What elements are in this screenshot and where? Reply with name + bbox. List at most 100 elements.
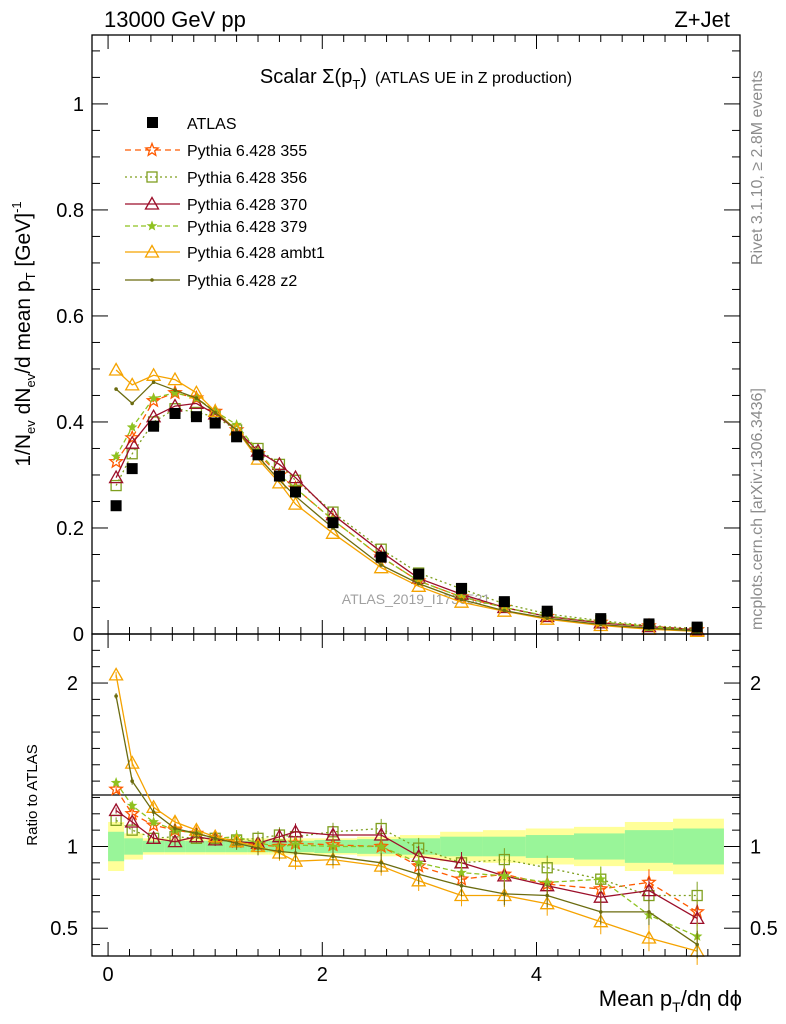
ratio-panel: 0 2 4 0.5 0.5 1 1 2 2 Ratio to ATLAS: [24, 633, 778, 986]
ratio-point: [108, 667, 124, 681]
reference-point: [110, 500, 122, 512]
ratio-band-green-bin: [399, 838, 441, 855]
series-point: [416, 581, 421, 586]
ratio-point: [130, 779, 134, 783]
legend-marker-shape: [144, 244, 160, 258]
ratio-point: [641, 882, 657, 897]
ratio-point: [108, 802, 124, 817]
x-tick-label: 4: [531, 964, 542, 986]
ratio-band-green-bin: [525, 835, 574, 858]
series-point: [271, 456, 288, 471]
series-point: [459, 597, 464, 602]
ratio-point: [110, 777, 122, 788]
mcplots-side-label: mcplots.cern.ch [arXiv:1306.3436]: [749, 388, 766, 630]
y-tick-label: 0: [73, 624, 84, 646]
legend-label-atlas: ATLAS: [187, 116, 237, 133]
ratio-point: [411, 872, 427, 887]
header-left: 13000 GeV pp: [104, 7, 246, 32]
ratio-point: [148, 816, 159, 827]
series-point: [124, 429, 141, 445]
legend-label-370: Pythia 6.428 370: [187, 197, 307, 214]
main-panel: ATLAS_2019_I1736531 0 0.2 0.4 0.6 0.8 1 Scala…: [9, 34, 741, 646]
ratio-point: [256, 846, 260, 850]
legend-marker-370: [144, 196, 160, 210]
ratio-point: [598, 910, 603, 914]
series-point: [234, 428, 239, 432]
ratio-series-layer: [108, 667, 706, 965]
legend-marker-379: [146, 220, 158, 231]
ratio-y-axis-label: Ratio to ATLAS: [24, 744, 41, 845]
ratio-point: [126, 799, 138, 811]
series-point: [124, 435, 140, 449]
series-point: [213, 410, 217, 415]
series-point: [108, 362, 124, 376]
ratio-y-tick-label-left: 0.5: [50, 918, 78, 940]
series-point: [108, 469, 124, 484]
reference-data: [110, 407, 703, 633]
chart-title-end: ): [360, 66, 367, 88]
ratio-point: [545, 893, 550, 898]
ratio-point: [379, 861, 383, 865]
series-point: [124, 377, 140, 391]
ratio-y-tick-label-left: 2: [67, 673, 78, 695]
reference-point: [190, 411, 202, 423]
series-point: [114, 387, 118, 391]
rivet-side-label: Rivet 3.1.10, ≥ 2.8M events: [749, 70, 766, 265]
series-point: [167, 371, 183, 386]
legend-marker-atlas: [147, 117, 158, 128]
legend-label-379: Pythia 6.428 379: [187, 219, 307, 236]
ratio-point: [108, 780, 125, 796]
ratio-point: [593, 913, 609, 928]
y-tick-label: 0.8: [56, 200, 84, 222]
series-point: [545, 616, 550, 620]
reference-point: [327, 517, 339, 529]
ratio-line: [115, 695, 698, 946]
ratio-band-green-bin: [108, 831, 125, 862]
ratio-line: [115, 674, 698, 952]
legend-marker-shape: [146, 171, 158, 183]
series-point: [173, 388, 177, 392]
ratio-y-tick-label-left: 1: [67, 836, 78, 858]
ratio-point: [595, 873, 607, 884]
ratio-y-tick-label-right: 0.5: [750, 918, 778, 940]
chart-title-sub: T: [352, 77, 360, 92]
main-axis-ticks: 0 0.2 0.4 0.6 0.8 1: [56, 35, 740, 646]
ratio-point: [459, 883, 464, 888]
series-point: [108, 453, 125, 469]
ratio-band-green-bin: [624, 830, 674, 863]
y-tick-label: 0.2: [56, 518, 84, 540]
header-right: Z+Jet: [674, 7, 730, 32]
reference-point: [691, 621, 703, 633]
legend-marker-shape: [150, 278, 154, 282]
series-point: [379, 563, 383, 567]
series-point: [453, 594, 470, 608]
series-point: [502, 608, 507, 613]
series-5-ratio: [114, 693, 699, 959]
series-point: [145, 392, 162, 408]
legend-entry-355: Pythia 6.428 355: [125, 141, 307, 160]
series-point: [167, 384, 183, 400]
ratio-y-tick-label-right: 1: [750, 836, 761, 858]
ratio-point: [124, 814, 140, 828]
ratio-point: [287, 853, 304, 867]
reference-point: [231, 431, 243, 443]
main-series-layer: [108, 362, 706, 637]
legend-marker-shape: [146, 220, 158, 231]
ratio-band-green-bin: [287, 840, 315, 853]
ratio-point: [293, 851, 298, 855]
series-4-ratio: [108, 667, 705, 965]
ratio-point: [539, 895, 555, 910]
series-point: [151, 380, 156, 385]
ratio-band-green-bin: [440, 836, 483, 857]
legend-label-356: Pythia 6.428 356: [187, 170, 307, 187]
reference-point: [413, 568, 425, 580]
ratio-point: [416, 872, 421, 877]
ratio-frame: [91, 633, 741, 957]
ratio-axis-ticks: 0 2 4 0.5 0.5 1 1 2 2: [50, 634, 778, 986]
legend-marker-shape: [144, 141, 160, 157]
legend-marker-z2: [150, 278, 154, 282]
series-point: [411, 578, 427, 592]
ratio-point: [453, 887, 470, 902]
chart-title-extra: (ATLAS UE in Z production): [375, 70, 572, 87]
